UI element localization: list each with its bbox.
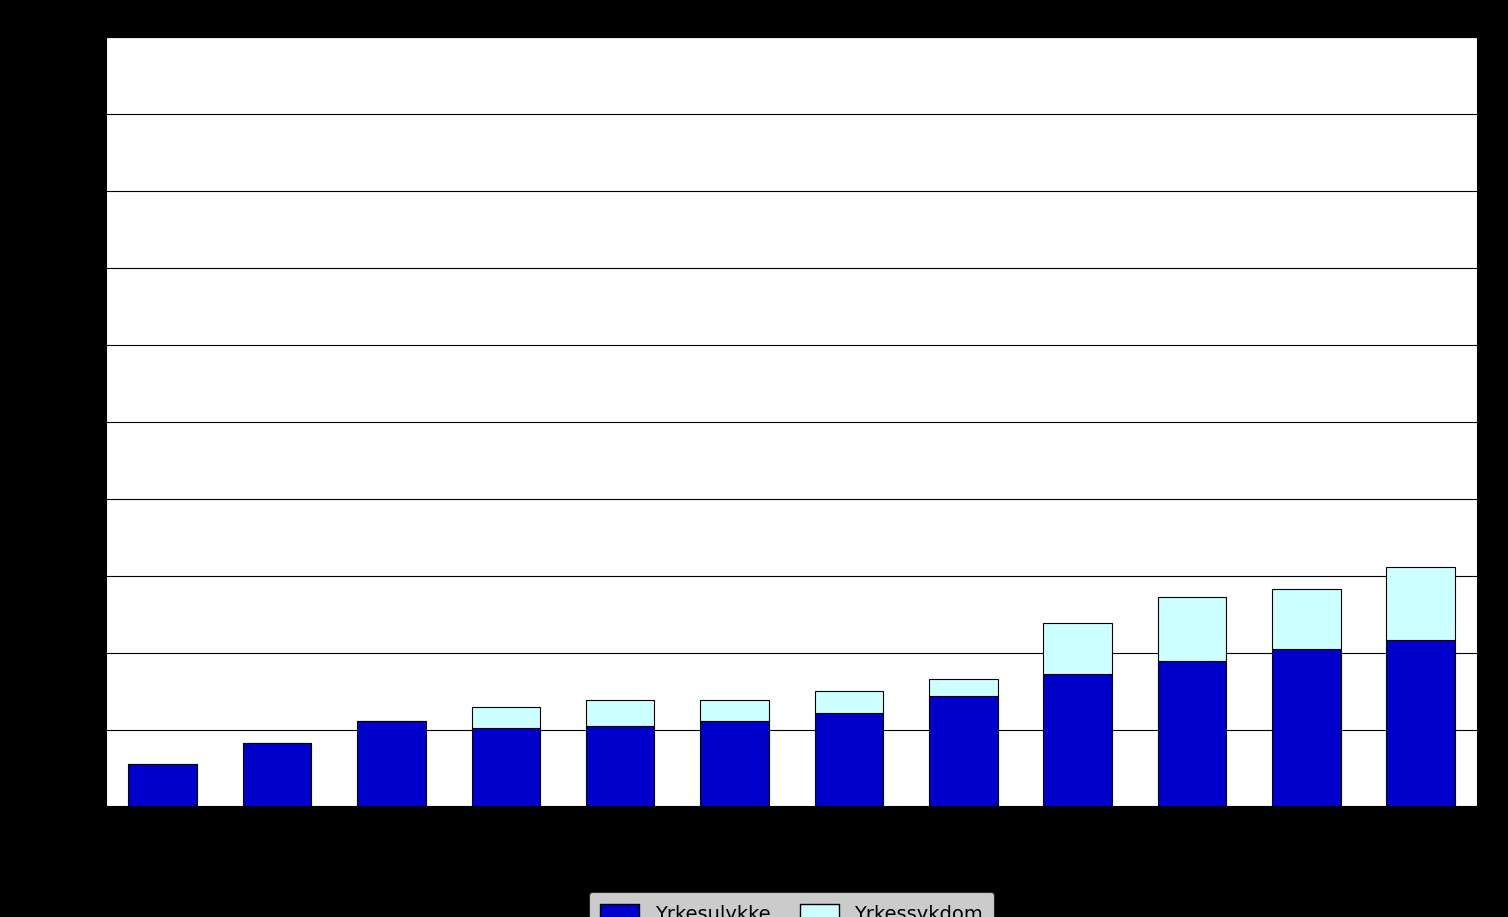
Bar xyxy=(814,691,884,713)
Bar xyxy=(1044,623,1111,674)
Bar xyxy=(929,696,997,807)
Bar xyxy=(357,722,425,807)
Bar xyxy=(243,743,311,807)
Bar xyxy=(472,728,540,807)
Bar xyxy=(1271,589,1341,648)
Bar xyxy=(472,707,540,728)
Bar xyxy=(929,679,997,696)
Bar xyxy=(700,700,769,722)
Bar xyxy=(1271,648,1341,807)
Bar xyxy=(128,764,198,807)
Bar xyxy=(585,700,654,725)
Bar xyxy=(1158,661,1226,807)
Bar xyxy=(1044,674,1111,807)
Bar xyxy=(1158,597,1226,661)
Legend: Yrkesulykke, Yrkessykdom: Yrkesulykke, Yrkessykdom xyxy=(588,892,995,917)
Bar xyxy=(585,725,654,807)
Bar xyxy=(700,722,769,807)
Bar xyxy=(814,713,884,807)
Bar xyxy=(1386,568,1455,640)
Bar xyxy=(1386,640,1455,807)
